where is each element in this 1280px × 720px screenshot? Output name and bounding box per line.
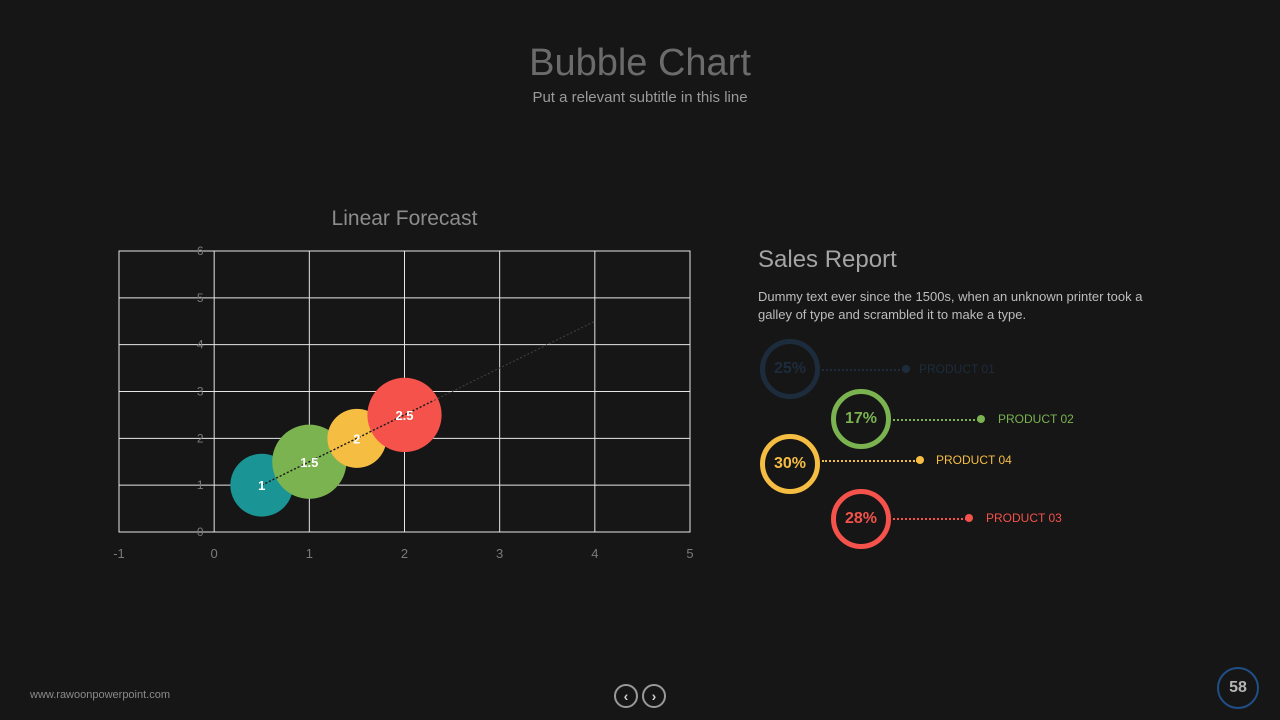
bubble-label: 1 <box>258 478 265 493</box>
product-percent: 28% <box>844 510 878 527</box>
y-tick-label: 1 <box>197 478 204 492</box>
product-label: PRODUCT 04 <box>936 453 1012 467</box>
chevron-left-icon: ‹ <box>623 688 629 704</box>
bubble <box>367 377 442 453</box>
product-percent: 17% <box>844 410 878 427</box>
bubble-chart: -1 0 1 2 3 4 5 0 1 2 3 4 5 6 1 1.5 2 2.5 <box>113 244 693 561</box>
product-label: PRODUCT 03 <box>986 511 1062 525</box>
product-dot <box>977 415 985 423</box>
product-dot <box>965 514 973 522</box>
chevron-right-icon: › <box>651 688 657 704</box>
chart-title: Linear Forecast <box>331 207 478 230</box>
y-tick-label: 2 <box>197 431 204 445</box>
product-ring-01: 25% <box>760 339 820 399</box>
x-tick-label: 3 <box>496 546 503 561</box>
product-connector <box>893 518 967 520</box>
x-tick-label: 5 <box>686 546 693 561</box>
product-connector <box>893 419 979 421</box>
x-tick-label: 4 <box>591 546 598 561</box>
y-tick-label: 6 <box>197 244 204 258</box>
bubble-label: 1.5 <box>300 455 318 470</box>
y-tick-label: 3 <box>197 385 204 399</box>
y-tick-label: 5 <box>197 291 204 305</box>
x-tick-label: 0 <box>211 546 218 561</box>
x-tick-label: 1 <box>306 546 313 561</box>
y-tick-label: 4 <box>197 338 204 352</box>
product-ring-03: 28% <box>831 489 891 549</box>
product-connector <box>822 460 918 462</box>
product-dot <box>902 365 910 373</box>
x-tick-label: -1 <box>113 546 125 561</box>
sales-report-title: Sales Report <box>758 246 897 273</box>
prev-slide-button[interactable]: ‹ <box>614 684 638 708</box>
y-tick-label: 0 <box>197 525 204 539</box>
sales-report-text: Dummy text ever since the 1500s, when an… <box>758 289 1143 322</box>
product-connector <box>822 369 904 371</box>
page-subtitle: Put a relevant subtitle in this line <box>532 89 748 106</box>
product-percent: 30% <box>773 455 807 472</box>
product-dot <box>916 456 924 464</box>
footer-url[interactable]: www.rawoonpowerpoint.com <box>30 689 171 701</box>
page-title: Bubble Chart <box>529 42 751 84</box>
bubble-label: 2.5 <box>395 408 413 423</box>
product-label: PRODUCT 02 <box>998 412 1074 426</box>
page-number: 58 <box>1217 667 1259 709</box>
product-percent: 25% <box>773 360 807 377</box>
product-ring-04: 30% <box>760 434 820 494</box>
product-ring-02: 17% <box>831 389 891 449</box>
product-label: PRODUCT 01 <box>919 362 995 376</box>
next-slide-button[interactable]: › <box>642 684 666 708</box>
bubble-label: 2 <box>353 431 360 446</box>
x-tick-label: 2 <box>401 546 408 561</box>
